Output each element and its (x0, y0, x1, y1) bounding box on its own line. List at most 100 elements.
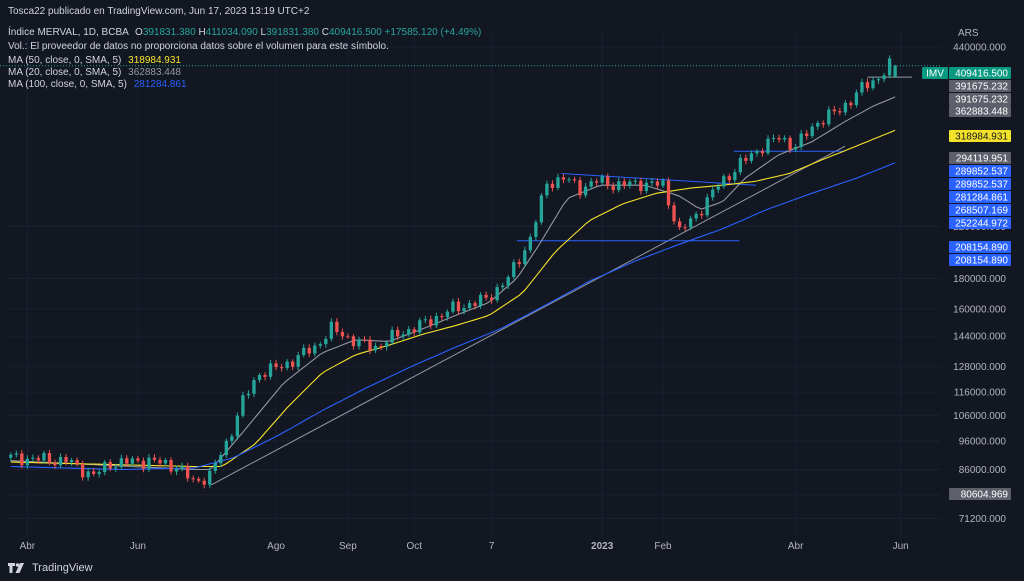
y-tick-label: 106000.000 (953, 411, 1006, 422)
x-tick-label: Abr (788, 541, 804, 552)
candle-body (58, 456, 63, 466)
candle-body (25, 458, 30, 466)
candle-body (241, 395, 245, 416)
ma100-legend[interactable]: MA (100, close, 0, SMA, 5) 281284.861 (8, 79, 187, 90)
candle-body (561, 177, 566, 180)
trendline (210, 145, 846, 486)
price-badge (949, 93, 1011, 105)
candle-body (64, 456, 68, 463)
candle-body (733, 172, 737, 181)
price-badge-value: 409416.500 (955, 69, 1008, 80)
candle-body (777, 137, 781, 140)
price-badge-value: 289852.537 (955, 167, 1008, 178)
ma20-value: 362883.448 (128, 67, 181, 78)
ma100-value: 281284.861 (133, 79, 187, 90)
candle-body (423, 319, 427, 321)
candle-body (749, 153, 754, 161)
price-badge (949, 152, 1011, 164)
candle-body (550, 183, 555, 188)
price-badge (949, 80, 1011, 92)
candle-body (799, 133, 803, 147)
candle-body (478, 294, 483, 306)
candle-body (622, 181, 626, 186)
candle-body (887, 58, 892, 76)
candle-body (335, 321, 339, 332)
price-badge (949, 488, 1011, 500)
candle-body (263, 375, 267, 377)
candle-body (108, 462, 112, 469)
candle-body (473, 303, 477, 306)
price-badge-value: 391675.232 (955, 95, 1008, 106)
candle-body (119, 458, 123, 468)
candle-body (495, 287, 499, 301)
candle-body (738, 157, 743, 173)
y-tick-label: 96000.000 (959, 437, 1007, 448)
candle-body (451, 301, 455, 312)
candle-body (318, 344, 322, 346)
ma20-legend[interactable]: MA (20, close, 0, SMA, 5) 362883.448 (8, 67, 181, 78)
price-badge (949, 241, 1011, 253)
high-value: 411034.090 (205, 27, 258, 38)
candle-body (290, 361, 295, 367)
candle-body (854, 92, 859, 106)
ma50-value: 318984.931 (128, 55, 181, 66)
price-badge-value: 281284.861 (955, 193, 1008, 204)
candle-body (313, 345, 317, 354)
price-badge (949, 67, 1011, 79)
candle-body (197, 478, 201, 481)
close-value: 409416.500 (328, 27, 382, 38)
candle-body (97, 472, 101, 474)
candle-body (185, 466, 190, 479)
candle-body (429, 319, 433, 326)
candle-body (114, 467, 118, 469)
candle-body (722, 176, 726, 187)
candle-body (816, 123, 820, 127)
ma-line (10, 129, 896, 468)
candle-body (224, 440, 228, 456)
candle-body (14, 453, 18, 455)
y-tick-label: 180000.000 (953, 274, 1006, 285)
price-badge (949, 130, 1011, 142)
candle-body (274, 363, 278, 368)
candle-body (727, 176, 731, 181)
candle-body (633, 180, 638, 182)
candle-body (528, 236, 532, 251)
candle-body (572, 179, 577, 181)
candle-body (357, 339, 361, 347)
candle-body (329, 321, 334, 339)
brand-name: TradingView (32, 562, 93, 574)
candle-body (539, 195, 544, 223)
candle-body (268, 363, 273, 377)
candle-body (368, 339, 372, 351)
ma50-label: MA (50, close, 0, SMA, 5) (8, 55, 122, 66)
candle-body (296, 355, 300, 367)
ma50-legend[interactable]: MA (50, close, 0, SMA, 5) 318984.931 (8, 55, 181, 66)
price-badge (949, 254, 1011, 266)
high-label: H (198, 27, 206, 38)
candle-body (340, 331, 345, 337)
candle-body (871, 80, 875, 89)
candle-body (246, 393, 251, 396)
candle-body (523, 250, 527, 265)
symbol-ohlc-line: Índice MERVAL, 1D, BCBA O391831.380 H411… (8, 27, 481, 38)
candle-body (606, 176, 610, 186)
ma-line (10, 96, 896, 471)
candle-body (805, 133, 809, 137)
low-value: 391831.380 (266, 27, 319, 38)
candle-body (257, 375, 262, 381)
candle-body (644, 182, 649, 191)
candle-body (771, 137, 776, 139)
candle-body (512, 262, 516, 278)
y-tick-label: 71200.000 (959, 514, 1007, 525)
candle-body (545, 183, 549, 196)
candle-body (174, 468, 179, 472)
candle-body (147, 457, 151, 469)
candle-body (882, 75, 886, 80)
candle-body (213, 463, 217, 471)
candle-body (793, 146, 798, 150)
candle-body (69, 460, 74, 463)
price-badge-value: 362883.448 (955, 107, 1008, 118)
grid (8, 30, 940, 538)
candle-body (611, 185, 615, 191)
